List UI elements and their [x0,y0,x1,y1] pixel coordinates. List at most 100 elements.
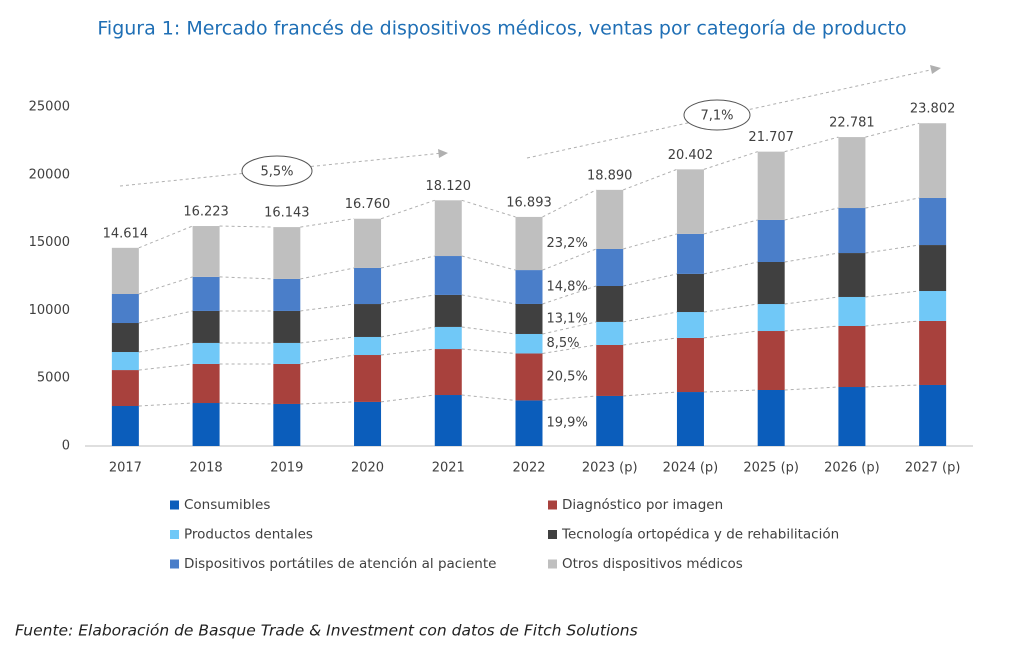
bar-segment [515,270,543,304]
bar-segment [515,333,543,354]
legend-swatch [548,500,557,510]
connector [300,401,355,405]
y-tick-label: 25000 [29,100,70,115]
share-label: 14,8% [547,280,588,295]
legend-label: Consumibles [184,497,270,513]
bar-segment [111,247,139,294]
connector [461,255,516,271]
share-label: 8,5% [547,336,580,351]
y-tick-label: 10000 [29,303,70,318]
connector [380,348,435,356]
bar-segment [273,403,301,446]
bar-segment [596,248,624,286]
bar-segment [515,353,543,401]
connector [138,363,193,371]
share-label: 13,1% [547,311,588,326]
cagr-label: 7,1% [700,109,733,124]
connector [138,276,193,295]
y-tick-label: 5000 [37,371,70,386]
bar-segment [111,323,139,353]
legend-swatch [548,530,557,539]
total-label: 18.120 [426,179,472,194]
connector [219,402,274,405]
bar-segment [192,403,220,446]
bar-segment [434,395,462,446]
connector [380,394,435,403]
y-tick-label: 20000 [29,167,70,182]
connector [703,330,758,339]
bar-segment [757,389,785,446]
bar-segment [354,401,382,446]
bar-segment [192,363,220,404]
legend-label: Tecnología ortopédica y de rehabilitació… [561,527,839,543]
bar-segment [273,363,301,404]
total-label: 14.614 [103,226,149,241]
connector [219,276,274,280]
bar-segment [192,310,220,343]
bar-segment [596,395,624,446]
connector [138,402,193,407]
x-tick-label: 2025 (p) [743,461,799,476]
connector [138,310,193,324]
share-label: 20,5% [547,369,588,384]
total-label: 21.707 [748,130,794,145]
bar-segment [434,349,462,396]
bar-segment [354,218,382,268]
bar-segment [676,273,704,313]
bar-segment [838,387,866,446]
bar-segment [676,312,704,338]
bar-segment [676,337,704,393]
connector [380,326,435,338]
connector [461,348,516,354]
connector [623,311,678,323]
connector [865,384,920,388]
connector [865,320,920,327]
connector [461,294,516,305]
bar-segment [111,405,139,446]
legend-swatch [170,559,179,569]
bar-segment [192,226,220,277]
legend-swatch [548,559,557,569]
connector [703,389,758,393]
bar-segment [434,294,462,327]
bar-segment [434,326,462,350]
connector [300,354,355,365]
bar-segment [838,296,866,326]
legend-label: Otros dispositivos médicos [562,556,743,572]
bar-segment [192,276,220,311]
connector [138,225,193,249]
total-label: 23.802 [910,102,956,117]
connector [703,219,758,235]
x-tick-label: 2024 (p) [663,461,719,476]
bar-segment [354,304,382,337]
x-tick-label: 2020 [351,461,384,476]
connector [784,325,839,332]
total-label: 22.781 [829,116,875,131]
legend-label: Dispositivos portátiles de atención al p… [184,556,496,572]
connector [300,267,355,280]
bar-segment [273,227,301,279]
x-tick-label: 2021 [432,461,465,476]
connector [623,273,678,287]
y-tick-label: 15000 [29,235,70,250]
arrow-head [438,149,448,158]
bar-segment [838,208,866,254]
connector [784,386,839,391]
bar-segment [273,342,301,364]
connector [703,303,758,313]
total-label: 16.893 [506,195,552,210]
bar-segment [596,321,624,345]
bar-segment [111,352,139,371]
legend-swatch [170,530,179,539]
connector [380,294,435,305]
connector [784,252,839,263]
y-tick-label: 0 [62,439,70,454]
bar-segment [919,291,947,321]
bar-segment [596,189,624,249]
connector [300,303,355,312]
connector [865,244,920,254]
bar-segment [434,256,462,295]
bar-segment [111,293,139,324]
bar-segment [273,310,301,343]
